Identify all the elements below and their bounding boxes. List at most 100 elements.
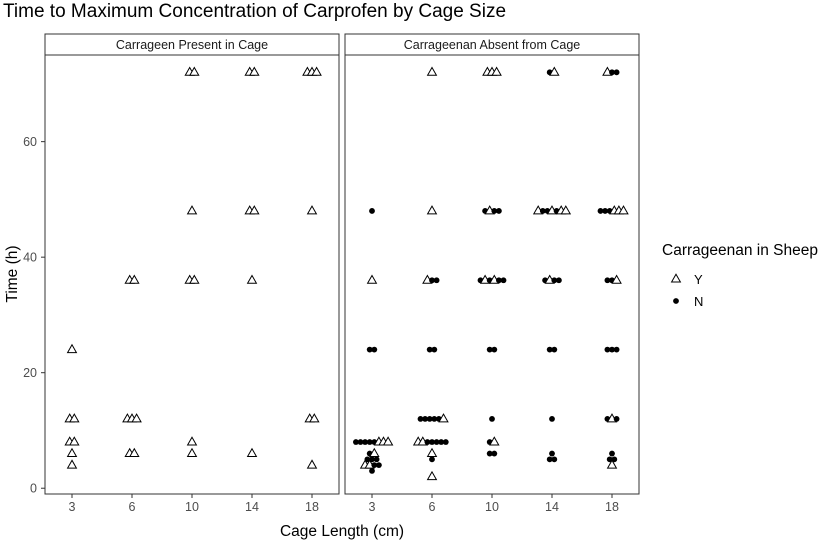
legend-label-n: N [694, 294, 703, 309]
data-point-triangle [129, 447, 140, 458]
data-point-triangle [438, 413, 449, 423]
data-point-dot [373, 456, 380, 463]
data-point-dot [551, 277, 558, 284]
panel-2-points [353, 66, 629, 481]
x-tick-label: 3 [69, 500, 76, 514]
data-point-dot [609, 450, 615, 457]
legend-label-y: Y [694, 272, 703, 287]
data-point-triangle [426, 470, 438, 481]
data-point-dot [611, 456, 618, 463]
x-tick-label: 14 [245, 500, 259, 514]
x-tick-label: 10 [485, 500, 499, 514]
data-point-dot [364, 456, 371, 463]
data-point-dot [539, 208, 546, 214]
y-tick-label: 20 [23, 366, 37, 380]
data-point-dot [429, 456, 435, 463]
data-point-dot [613, 69, 620, 76]
data-point-triangle [66, 343, 78, 354]
data-point-dot [609, 69, 615, 76]
x-axis-title: Cage Length (cm) [280, 523, 404, 540]
data-point-dot [602, 208, 608, 214]
data-point-dot [431, 416, 438, 422]
data-point-triangle [249, 66, 260, 76]
data-point-dot [489, 416, 495, 422]
data-point-triangle [549, 66, 560, 76]
data-point-dot [500, 277, 507, 284]
chart-title: Time to Maximum Concentration of Carprof… [3, 1, 506, 22]
y-tick-label: 60 [23, 135, 37, 149]
y-axis-title: Time (h) [4, 245, 21, 302]
x-tick-label: 14 [545, 500, 559, 514]
data-point-triangle [491, 66, 502, 76]
data-point-triangle [369, 447, 380, 458]
data-point-dot [357, 439, 364, 445]
data-point-dot [496, 208, 502, 214]
data-point-triangle [618, 205, 629, 215]
data-point-dot [491, 208, 498, 214]
data-point-dot [424, 439, 431, 445]
data-point-dot [549, 450, 555, 457]
data-point-dot [369, 467, 375, 474]
data-point-dot [362, 439, 368, 445]
data-point-dot [597, 208, 604, 214]
data-point-dot [369, 208, 375, 214]
data-point-dot [613, 416, 620, 422]
legend-key-triangle [670, 273, 682, 283]
data-point-triangle [426, 205, 438, 215]
data-point-dot [366, 439, 373, 445]
data-point-triangle [246, 274, 258, 284]
data-point-dot [369, 456, 375, 463]
data-point-triangle [560, 205, 572, 215]
data-point-triangle [249, 205, 260, 215]
data-point-dot [438, 439, 445, 445]
data-point-dot [422, 416, 428, 422]
data-point-dot [551, 456, 558, 463]
data-point-triangle [426, 66, 438, 76]
data-point-triangle [69, 413, 80, 423]
data-point-dot [551, 346, 558, 353]
data-point-dot [606, 456, 613, 463]
data-point-triangle [69, 436, 80, 446]
x-tick-label: 6 [129, 500, 136, 514]
data-point-dot [433, 439, 440, 445]
data-point-triangle [611, 274, 622, 284]
data-point-dot [613, 346, 620, 353]
data-point-dot [496, 277, 502, 284]
data-point-dot [431, 346, 438, 353]
data-point-dot [353, 439, 359, 445]
legend-title: Carrageenan in Sheep [662, 242, 818, 259]
data-point-dot [604, 346, 611, 353]
data-point-triangle [66, 447, 78, 458]
data-point-dot [371, 462, 378, 469]
data-point-dot [486, 346, 493, 353]
panel-2-strip-label: Carrageenan Absent from Cage [404, 38, 581, 52]
data-point-dot [486, 450, 493, 457]
panel-carrageen-present: Carrageen Present in Cage 3 6 10 14 18 [44, 33, 340, 514]
x-tick-label: 3 [369, 500, 376, 514]
data-point-triangle [382, 436, 394, 446]
data-point-triangle [131, 413, 142, 423]
data-point-dot [549, 416, 555, 422]
data-point-dot [426, 346, 433, 353]
legend-key-dot [673, 298, 679, 304]
panel-carrageenan-absent: Carrageenan Absent from Cage 3 6 10 14 18 [344, 33, 640, 514]
data-point-dot [426, 416, 433, 422]
x-tick-label: 10 [185, 500, 199, 514]
data-point-triangle [246, 447, 258, 458]
data-point-dot [371, 346, 378, 353]
y-tick-label: 0 [30, 482, 37, 496]
y-tick-label: 40 [23, 251, 37, 265]
data-point-dot [609, 346, 615, 353]
data-point-dot [546, 456, 553, 463]
data-point-triangle [306, 459, 318, 469]
data-point-triangle [129, 274, 140, 284]
data-point-triangle [309, 413, 320, 423]
data-point-triangle [66, 459, 78, 469]
data-point-dot [604, 277, 611, 284]
data-point-dot [491, 346, 498, 353]
panel-2-plot-area [344, 54, 640, 495]
data-point-dot [366, 346, 373, 353]
data-point-triangle [306, 205, 318, 215]
data-point-dot [376, 462, 382, 469]
